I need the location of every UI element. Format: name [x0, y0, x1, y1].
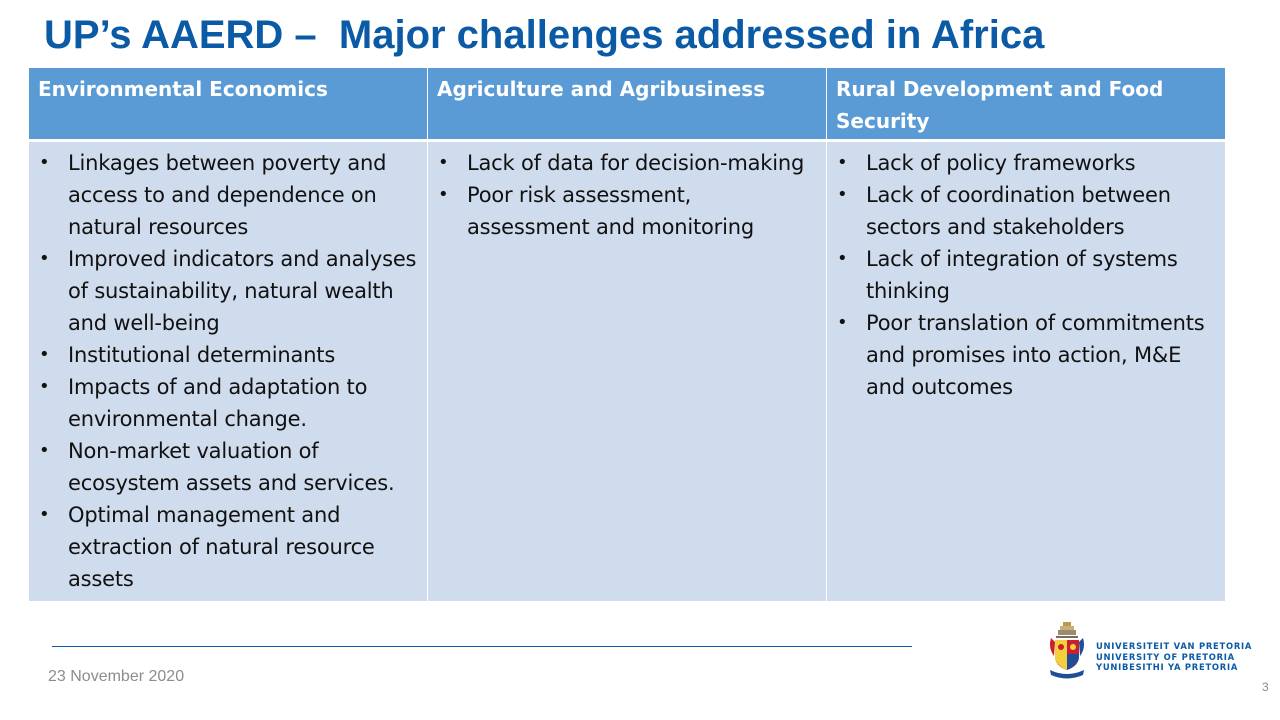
column-body-rural-development: • Lack of policy frameworks • Lack of coor… — [827, 142, 1225, 601]
bullet-item: • Lack of coordination between sectors an… — [835, 179, 1219, 243]
bullet-item: • Lack of policy frameworks — [835, 147, 1219, 179]
bullet-item: • Impacts of and adaptation to environmen… — [37, 371, 421, 435]
university-name-text: UNIVERSITEIT VAN PRETORIA UNIVERSITY OF … — [1096, 641, 1253, 672]
bullet-icon: • — [438, 152, 449, 173]
footer-date: 23 November 2020 — [48, 668, 185, 685]
bullet-icon: • — [39, 248, 50, 269]
bullet-list: • Lack of data for decision-making • Poor … — [436, 147, 820, 243]
bullet-list: • Linkages between poverty and access to … — [37, 147, 421, 595]
bullet-item: • Linkages between poverty and access to … — [37, 147, 421, 243]
bullet-icon: • — [39, 152, 50, 173]
bullet-icon: • — [837, 312, 848, 333]
bullet-item: • Lack of data for decision-making — [436, 147, 820, 179]
column-header-rural-development: Rural Development and Food Security — [827, 68, 1225, 139]
bullet-icon: • — [39, 344, 50, 365]
column-header-environmental-economics: Environmental Economics — [29, 68, 427, 139]
bullet-icon: • — [39, 440, 50, 461]
bullet-item: • Poor risk assessment, assessment and mo… — [436, 179, 820, 243]
bullet-icon: • — [438, 184, 449, 205]
bullet-icon: • — [837, 152, 848, 173]
slide-title: UP’s AAERD – Major challenges addressed … — [44, 13, 1045, 57]
bullet-item: • Poor translation of commitments and pro… — [835, 307, 1219, 403]
column-header-agriculture-agribusiness: Agriculture and Agribusiness — [428, 68, 826, 139]
page-number: 3 — [1262, 680, 1269, 694]
bullet-item: • Optimal management and extraction of na… — [37, 499, 421, 595]
column-body-agriculture-agribusiness: • Lack of data for decision-making • Poor … — [428, 142, 826, 601]
bullet-icon: • — [39, 376, 50, 397]
university-crest-icon — [1050, 622, 1084, 679]
footer-divider — [52, 646, 912, 647]
bullet-list: • Lack of policy frameworks • Lack of coor… — [835, 147, 1219, 403]
bullet-item: • Improved indicators and analyses of sus… — [37, 243, 421, 339]
bullet-item: • Institutional determinants — [37, 339, 421, 371]
bullet-item: • Lack of integration of systems thinking — [835, 243, 1219, 307]
university-logo: UNIVERSITEIT VAN PRETORIA UNIVERSITY OF … — [1047, 620, 1251, 682]
challenges-table: Environmental Economics Agriculture and … — [29, 68, 1225, 601]
bullet-item: • Non-market valuation of ecosystem asset… — [37, 435, 421, 499]
bullet-icon: • — [39, 504, 50, 525]
bullet-icon: • — [837, 248, 848, 269]
bullet-icon: • — [837, 184, 848, 205]
column-body-environmental-economics: • Linkages between poverty and access to … — [29, 142, 427, 601]
